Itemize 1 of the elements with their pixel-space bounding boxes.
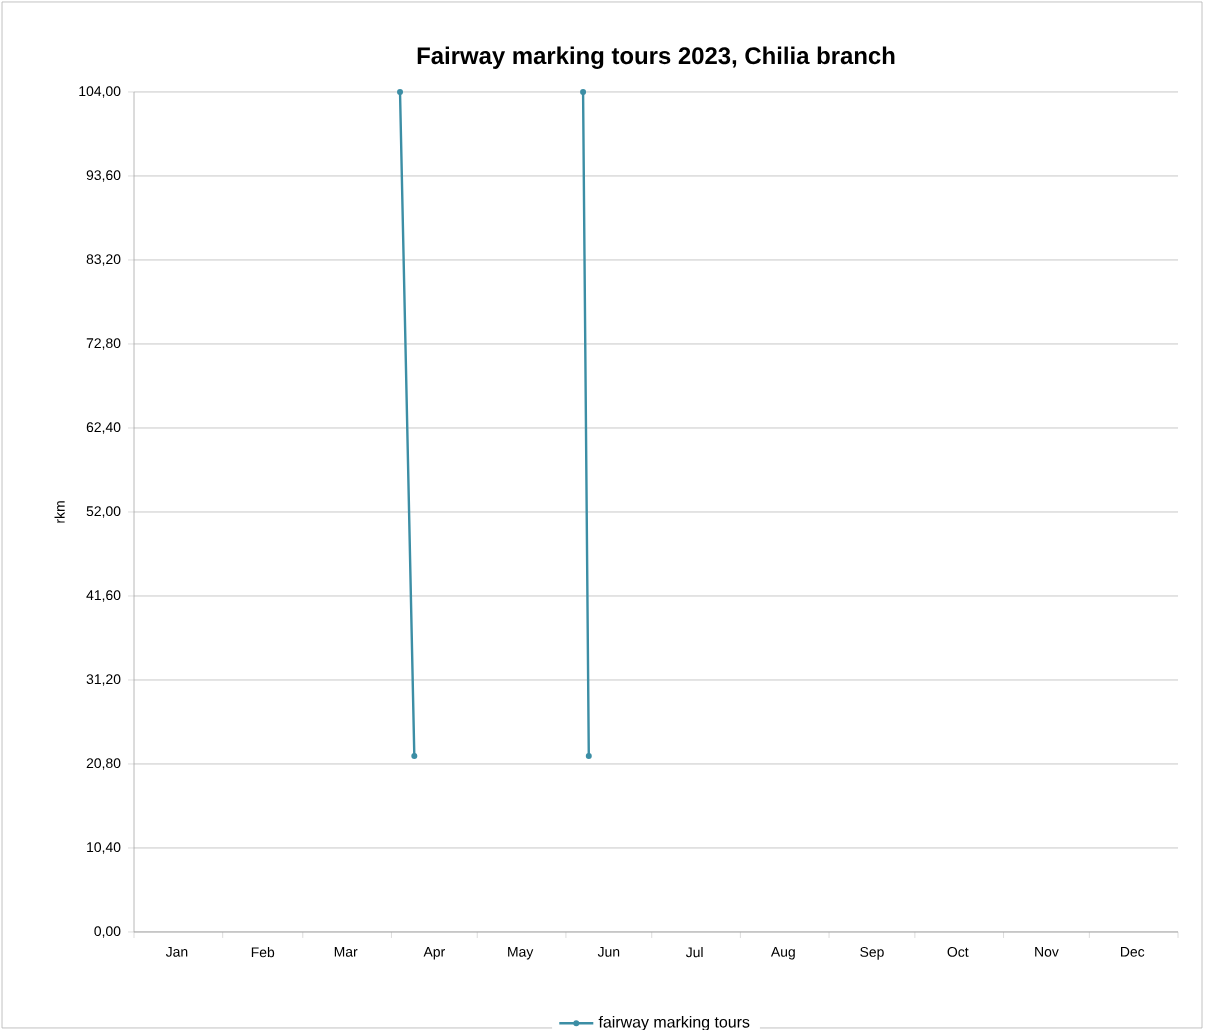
chart-title: Fairway marking tours 2023, Chilia branch bbox=[417, 46, 895, 69]
